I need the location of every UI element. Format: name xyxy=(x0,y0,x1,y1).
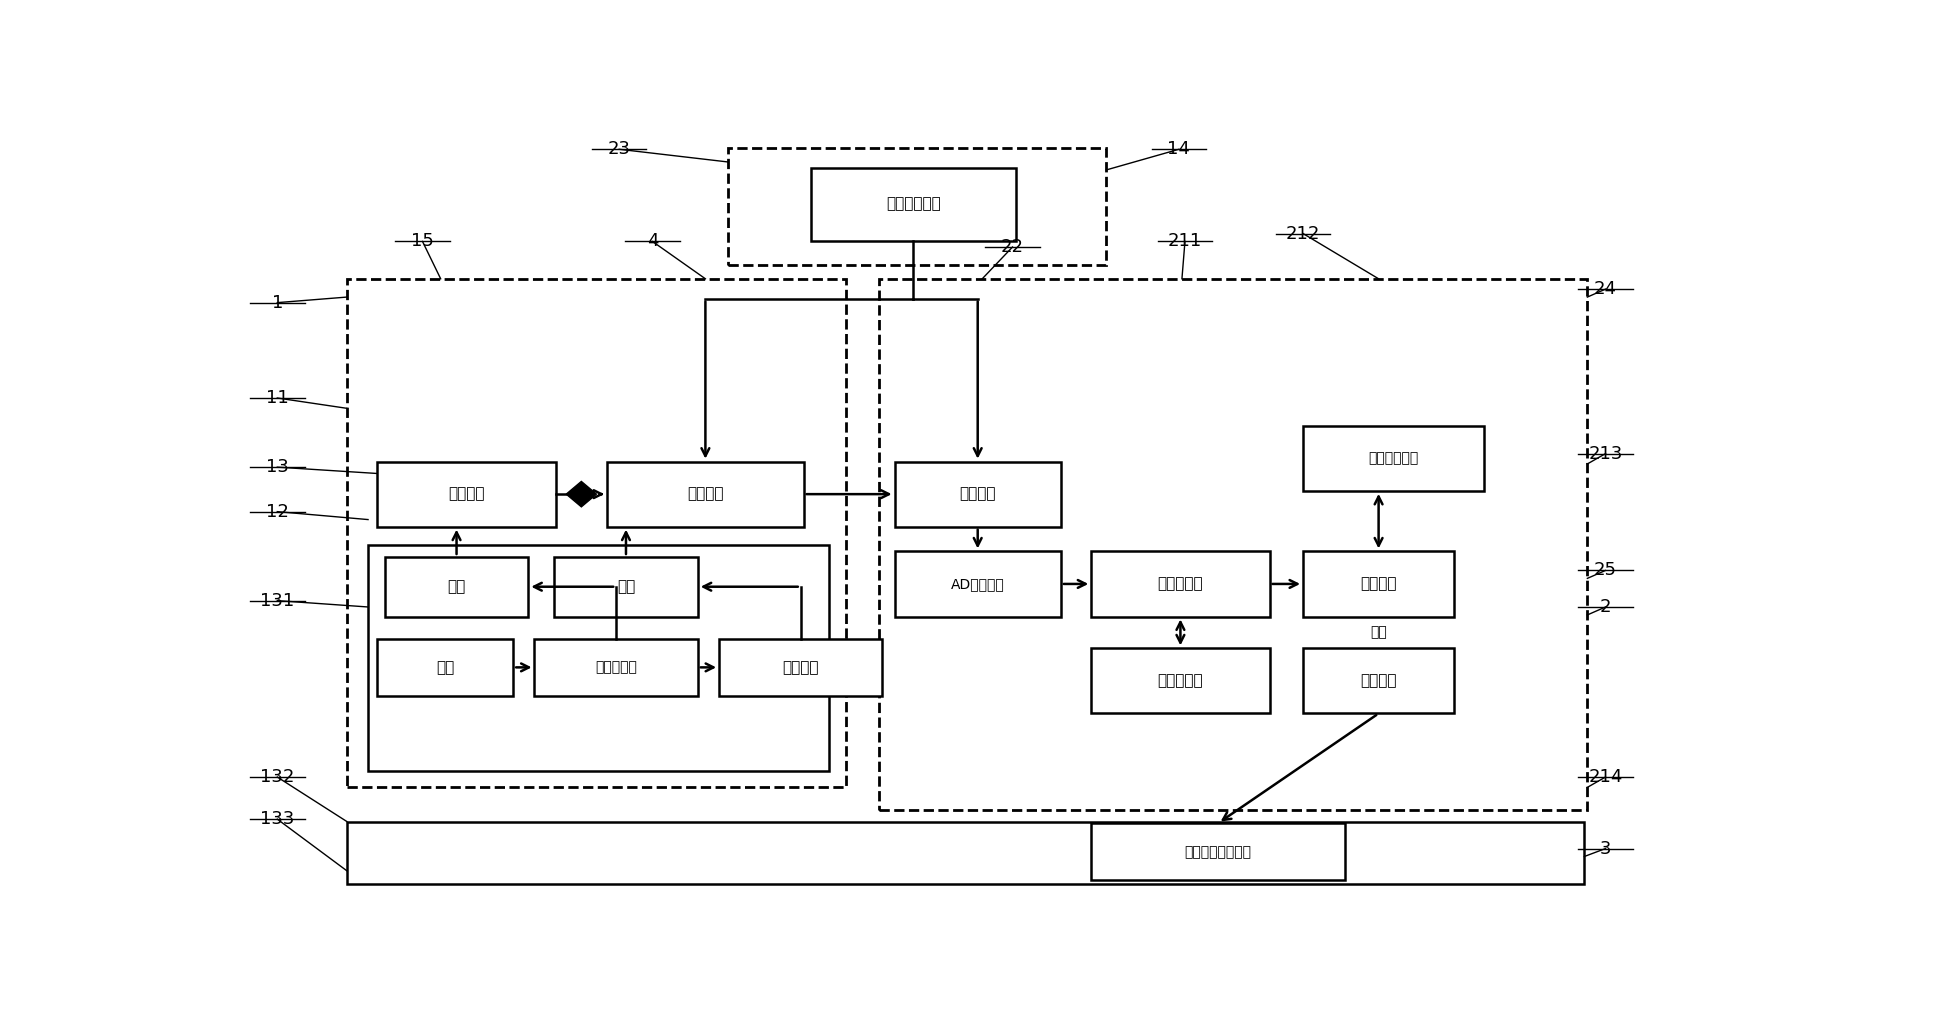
Text: 存储器模块: 存储器模块 xyxy=(1158,674,1202,688)
Text: 处理器模块: 处理器模块 xyxy=(1158,577,1202,591)
Text: 133: 133 xyxy=(260,810,295,828)
Text: 无线: 无线 xyxy=(1370,625,1388,640)
Text: 3: 3 xyxy=(1601,840,1610,858)
Text: 212: 212 xyxy=(1286,225,1320,243)
Text: 214: 214 xyxy=(1589,768,1622,786)
Text: 15: 15 xyxy=(412,232,433,251)
Bar xyxy=(607,461,804,526)
Bar xyxy=(385,557,529,616)
Text: 132: 132 xyxy=(260,768,295,786)
Text: 信号分析处理模块: 信号分析处理模块 xyxy=(1185,845,1251,859)
Polygon shape xyxy=(566,481,597,507)
Bar xyxy=(347,279,845,787)
Text: 加热: 加热 xyxy=(447,579,467,594)
Text: AD转换模块: AD转换模块 xyxy=(951,577,1005,591)
Bar xyxy=(369,545,830,772)
Bar xyxy=(1091,648,1269,713)
Bar xyxy=(1304,426,1484,491)
Bar xyxy=(377,461,556,526)
Text: 射频模块: 射频模块 xyxy=(1361,577,1398,591)
Text: 电连接器: 电连接器 xyxy=(687,487,724,502)
Text: 24: 24 xyxy=(1595,280,1616,298)
Text: 23: 23 xyxy=(607,140,630,158)
Bar xyxy=(1304,648,1454,713)
Text: 211: 211 xyxy=(1167,232,1202,251)
Text: 接口模块: 接口模块 xyxy=(960,487,996,502)
Text: 电源调理模块: 电源调理模块 xyxy=(886,197,941,212)
Bar xyxy=(1091,551,1269,616)
Bar xyxy=(894,461,1062,526)
Bar xyxy=(812,167,1015,240)
Text: 4: 4 xyxy=(646,232,658,251)
Text: 阻抗变换: 阻抗变换 xyxy=(783,659,820,675)
Text: 14: 14 xyxy=(1167,140,1191,158)
Text: 12: 12 xyxy=(265,503,289,520)
Text: 213: 213 xyxy=(1589,445,1622,462)
Bar xyxy=(1304,551,1454,616)
Bar xyxy=(718,639,882,696)
Bar xyxy=(894,551,1062,616)
Text: 调理: 调理 xyxy=(617,579,634,594)
Bar xyxy=(1091,824,1345,880)
Text: 131: 131 xyxy=(260,591,295,610)
Text: 2: 2 xyxy=(1601,598,1610,616)
Text: 25: 25 xyxy=(1595,561,1616,579)
Text: 天线阻抗匹配: 天线阻抗匹配 xyxy=(1368,451,1419,465)
Bar xyxy=(347,821,1585,883)
Bar xyxy=(878,279,1587,810)
Bar xyxy=(728,148,1107,265)
Text: 22: 22 xyxy=(1001,238,1025,256)
Text: 抗混叠滤波: 抗混叠滤波 xyxy=(595,660,636,674)
Bar xyxy=(554,557,699,616)
Text: 氢敏原件: 氢敏原件 xyxy=(449,487,484,502)
Text: 激励: 激励 xyxy=(435,659,455,675)
Text: 1: 1 xyxy=(271,294,283,312)
Text: 11: 11 xyxy=(265,389,289,407)
Text: 13: 13 xyxy=(265,458,289,476)
Text: 汇聚中心: 汇聚中心 xyxy=(1361,674,1398,688)
Bar xyxy=(377,639,513,696)
Bar xyxy=(535,639,699,696)
